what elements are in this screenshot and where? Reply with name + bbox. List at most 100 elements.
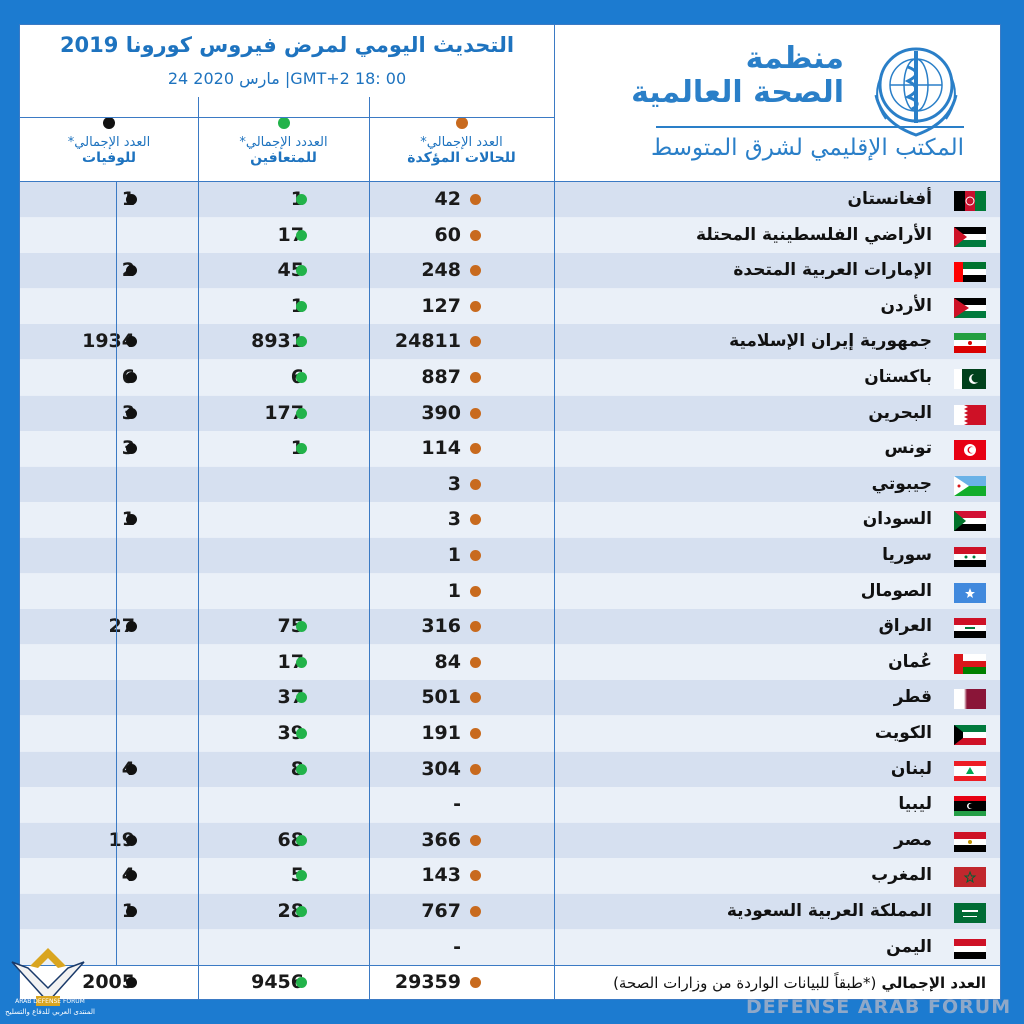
table-row: تونس11413 [20,431,1000,467]
confirmed-value: 767 [421,900,461,922]
total-deaths: 2005 [82,971,135,993]
column-divider-confirmed [369,97,370,999]
recovered-header-line2: للمتعافين [250,150,317,166]
recovered-dot-icon [296,300,307,312]
recovered-dot-icon [296,834,307,846]
deaths-dot-icon [126,443,137,455]
recovered-dot-icon [296,336,307,348]
table-row: الأردن1271 [20,288,1000,324]
confirmed-value: - [453,935,461,958]
oman-flag-icon [954,653,986,674]
confirmed-dot-icon [470,265,481,277]
country-name: اليمن [886,936,932,957]
table-row: الصومال 1 [20,573,1000,609]
confirmed-value: - [453,793,461,816]
confirmed-value: 60 [434,223,461,246]
country-name: باكستان [864,367,932,387]
table-row: الكويت 191 39 [20,716,1000,751]
total-note: (*طبقاً للبيانات الواردة من وزارات الصحة… [613,974,877,992]
recovered-dot-icon [296,407,307,419]
iran-flag-icon [954,333,986,354]
deaths-header-line2: للوفيات [82,150,136,166]
table-row: ليبيا - [20,787,1000,823]
recovered-dot-icon [296,728,307,739]
recovered-dot-icon [296,194,307,205]
confirmed-value: 304 [421,757,461,780]
bahrain-flag-icon [954,404,986,425]
recovered-value: 177 [264,401,304,424]
confirmed-value: 191 [421,722,461,744]
confirmed-value: 3 [447,472,461,495]
header-divider-bottom [20,181,1000,182]
confirmed-dot-icon [470,194,481,205]
lebanon-flag-icon [954,760,986,781]
pakistan-flag-icon [954,369,986,389]
deaths-dot-icon [126,834,137,846]
org-name-line1: منظمة [745,41,844,76]
table-row: العراق 316 75 27 [20,609,1000,645]
confirmed-value: 1 [447,579,461,602]
confirmed-dot-icon [470,300,481,312]
table-row: الأراضي الفلسطينية المحتلة 60 17 [20,217,1000,253]
recovered-value: 37 [277,686,304,709]
badge-english: ARAB DEFENSE FORUM [15,998,85,1005]
table-row: جيبوتي 3 [20,466,1000,502]
org-name-line2: الصحة العالمية [631,75,844,110]
org-regional-office: المكتب الإقليمي لشرق المتوسط [650,135,964,161]
country-name: العراق [878,616,932,637]
country-name: جمهورية إيران الإسلامية [729,331,932,352]
recovered-dot-icon [296,372,307,383]
column-divider-deaths [116,181,117,965]
total-row: العدد الإجمالي (*طبقاً للبيانات الواردة … [20,965,1000,999]
deaths-dot-icon [126,906,137,917]
confirmed-value: 887 [421,366,461,388]
confirmed-dot-icon [470,870,481,882]
total-recovered: 9456 [251,971,304,993]
qatar-flag-icon [954,689,986,710]
saudi-flag-icon [954,903,986,923]
country-name: المملكة العربية السعودية [726,901,932,921]
confirmed-value: 84 [434,650,461,673]
afghanistan-flag-icon [954,191,986,211]
confirmed-dot-icon [470,478,481,490]
confirmed-dot-icon [470,229,481,241]
confirmed-dot-icon [470,407,481,419]
table-row: قطر 501 37 [20,680,1000,716]
deaths-dot-icon [126,621,137,633]
table-row: عُمان 84 17 [20,644,1000,680]
recovered-column-header: العددد الإجمالي* للمتعافين [198,117,369,179]
org-divider [656,126,964,128]
confirmed-dot-icon [470,372,481,383]
country-name: المغرب [871,865,932,886]
recovered-dot-icon [296,656,307,668]
confirmed-value: 1 [447,544,461,566]
deaths-value: 27 [108,615,135,638]
total-deaths-dot-icon [126,977,137,988]
confirmed-dot-icon [470,834,481,846]
yemen-flag-icon [954,938,986,959]
egypt-flag-icon [954,831,986,852]
deaths-dot-icon [126,870,137,882]
table-row: الإمارات العربية المتحدة248452 [20,253,1000,289]
confirmed-value: 3 [447,508,461,531]
recovered-value: 17 [277,650,304,673]
country-name: الأراضي الفلسطينية المحتلة [696,224,932,245]
confirmed-dot-icon [470,621,481,633]
confirmed-value: 24811 [394,330,461,353]
deaths-dot-icon [126,407,137,419]
table-row: مصر 366 68 19 [20,822,1000,858]
confirmed-dot-icon [470,585,481,597]
country-name: عُمان [888,651,932,672]
confirmed-dot-icon [470,550,481,561]
kuwait-flag-icon [954,725,986,745]
morocco-flag-icon [954,867,986,888]
table-row: أفغانستان4211 [20,182,1000,217]
confirmed-header-line2: للحالات المؤكدة [407,150,516,166]
table-row: اليمن - [20,929,1000,965]
recovered-dot-icon [296,870,307,882]
total-label-text: العدد الإجمالي [881,974,986,992]
deaths-dot-icon [126,194,137,205]
deaths-value: 1934 [82,330,135,353]
country-name: جيبوتي [871,473,932,494]
country-name: الإمارات العربية المتحدة [733,260,932,281]
